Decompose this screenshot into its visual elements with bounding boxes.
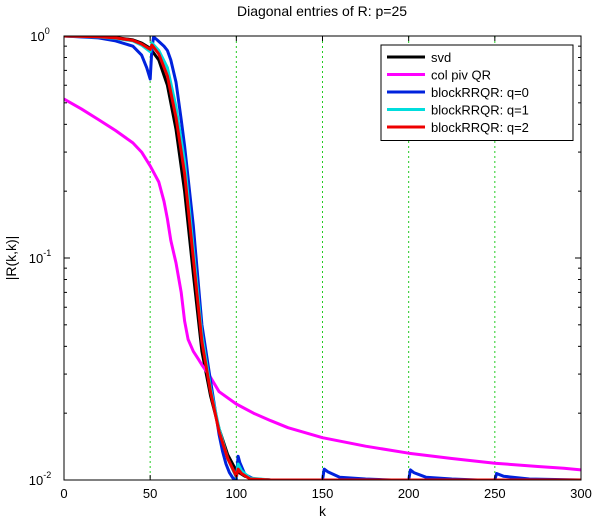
legend-label-3: blockRRQR: q=1	[431, 103, 529, 118]
x-tick-label-50: 50	[143, 486, 157, 501]
legend: svd col piv QR blockRRQR: q=0 blockRRQR: q=…	[380, 44, 574, 141]
x-tick-label-300: 300	[570, 486, 592, 501]
chart-title: Diagonal entries of R: p=25	[237, 3, 407, 19]
legend-label-2: blockRRQR: q=0	[431, 85, 529, 100]
series-line-2	[64, 36, 581, 480]
x-tick-label-250: 250	[484, 486, 506, 501]
x-axis-label: k	[319, 503, 327, 519]
x-tick-label-200: 200	[398, 486, 420, 501]
series-layer	[64, 36, 581, 480]
x-tick-label-100: 100	[225, 486, 247, 501]
legend-label-0: svd	[431, 50, 451, 65]
legend-label-1: col piv QR	[431, 68, 491, 83]
legend-label-4: blockRRQR: q=2	[431, 120, 529, 135]
x-tick-label-0: 0	[60, 486, 67, 501]
x-tick-label-150: 150	[312, 486, 334, 501]
y-tick-label-2: 100	[30, 26, 49, 44]
series-line-1	[64, 97, 581, 472]
y-axis: 10-2 10-1 100	[29, 26, 581, 488]
series-line-4	[64, 36, 581, 480]
y-axis-label: |R(k,k)|	[3, 236, 19, 281]
y-tick-label-0: 10-2	[29, 470, 51, 488]
x-axis: 0 50 100 150 200 250 300	[60, 36, 592, 501]
gridlines	[149, 36, 496, 480]
y-tick-label-1: 10-1	[29, 248, 51, 266]
